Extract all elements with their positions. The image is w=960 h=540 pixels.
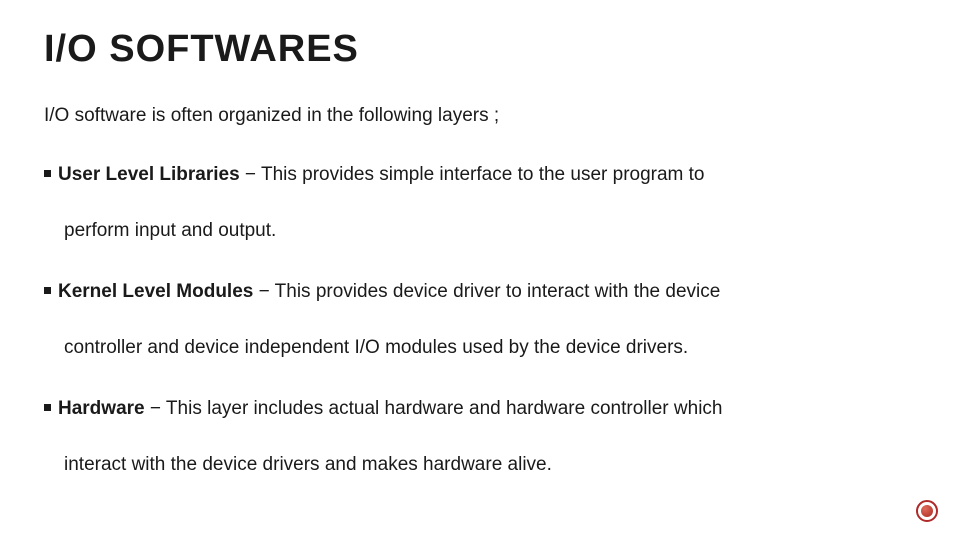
list-item-term: User Level Libraries	[58, 164, 240, 185]
list-item-line2: controller and device independent I/O mo…	[64, 334, 916, 362]
list-item-sep: −	[253, 281, 274, 302]
intro-text: I/O software is often organized in the f…	[44, 105, 916, 127]
list-item-line1: Kernel Level Modules − This provides dev…	[58, 278, 916, 306]
list-item-line2: interact with the device drivers and mak…	[64, 451, 916, 479]
list-item-term: Hardware	[58, 398, 145, 419]
list-item-sep: −	[240, 164, 261, 185]
list-item-sep: −	[145, 398, 166, 419]
list-item-rest1: This provides simple interface to the us…	[261, 164, 705, 185]
list-item-rest1: This provides device driver to interact …	[275, 281, 721, 302]
list-item-rest1: This layer includes actual hardware and …	[166, 398, 723, 419]
list-item-line1: User Level Libraries − This provides sim…	[58, 161, 916, 189]
list-item: Hardware − This layer includes actual ha…	[44, 395, 916, 478]
list-item-line1: Hardware − This layer includes actual ha…	[58, 395, 916, 423]
list-item: User Level Libraries − This provides sim…	[44, 161, 916, 244]
list-item-term: Kernel Level Modules	[58, 281, 253, 302]
list-item-line2: perform input and output.	[64, 217, 916, 245]
bullet-list: User Level Libraries − This provides sim…	[44, 161, 916, 478]
slide-title: I/O SOFTWARES	[44, 28, 916, 71]
corner-badge-icon	[916, 500, 938, 522]
slide: I/O SOFTWARES I/O software is often orga…	[0, 0, 960, 478]
list-item: Kernel Level Modules − This provides dev…	[44, 278, 916, 361]
badge-inner-dot	[921, 505, 933, 517]
